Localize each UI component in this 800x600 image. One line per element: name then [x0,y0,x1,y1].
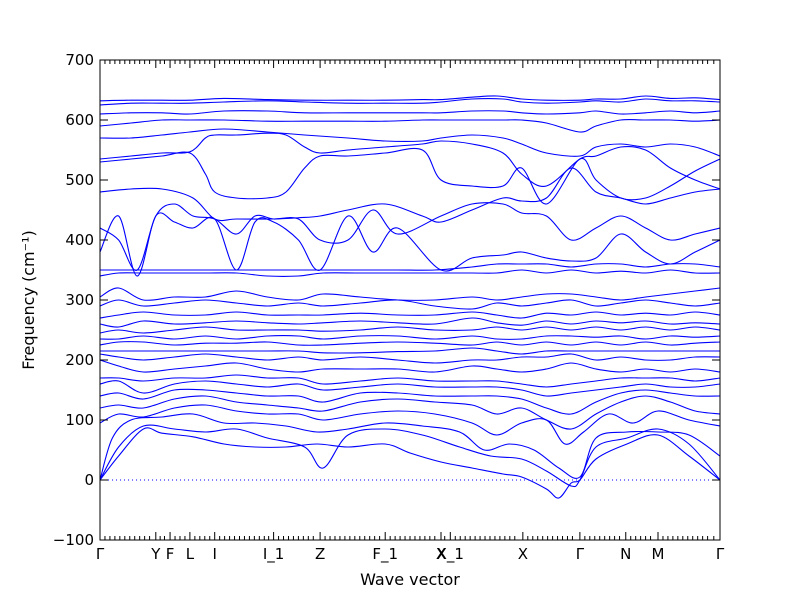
band-line-5 [100,395,720,430]
x-tick-label-12: Γ [576,545,585,563]
band-line-27 [100,119,720,133]
y-tick-label-3: 100 [65,411,94,429]
band-line-19 [100,269,720,277]
x-tick-label-3: F [166,545,175,563]
y-axis-ticks: −100 0 100 200 300 400 500 600 700 [53,51,720,549]
y-tick-label-7: 500 [65,171,94,189]
band-line-25 [100,132,720,190]
x-tick-label-15: Γ [716,545,725,563]
y-tick-label-9: 700 [65,51,94,69]
band-line-17 [100,299,720,310]
x-tick-label-1: Γ [96,545,105,563]
x-tick-label-8: F_1 [372,545,398,564]
x-tick-label-14: M [652,545,665,563]
y-tick-label-4: 200 [65,351,94,369]
band-line-30 [100,95,720,102]
band-line-15 [100,317,720,328]
band-line-2 [100,424,720,488]
x-tick-label-11: X [518,545,528,563]
x-tick-label-2: Y [150,545,161,563]
y-tick-label-8: 600 [65,111,94,129]
x-tick-label-13: N [620,545,631,563]
x-tick-label-5: I [212,545,216,563]
band-line-8 [100,374,720,388]
y-tick-label-6: 400 [65,231,94,249]
x-axis-label: Wave vector [360,570,460,589]
y-axis-label: Frequency (cm⁻¹) [19,230,38,369]
x-tick-label-4: L [186,545,195,563]
band-line-11 [100,347,720,355]
band-line-20 [100,263,720,271]
band-series-group [100,95,720,499]
band-line-13 [100,335,720,340]
y-tick-label-2: 0 [84,471,94,489]
band-line-16 [100,311,720,319]
band-line-10 [100,353,720,364]
band-line-3 [100,413,720,481]
band-line-6 [100,388,720,415]
band-line-9 [100,359,720,373]
band-line-21 [100,212,720,277]
band-line-4 [100,404,720,445]
x-axis-ticks: Γ Y F L I I_1 Z F_1 XX_1 X Γ N M Γ [96,60,725,564]
band-line-1 [100,427,720,499]
y-tick-label-1: −100 [53,531,94,549]
band-line-7 [100,380,720,397]
band-line-14 [100,326,720,334]
band-line-26 [100,128,720,157]
band-line-12 [100,341,720,346]
band-line-29 [100,98,720,106]
x-tick-label-10: X_1 [437,545,464,564]
band-line-24 [100,147,720,205]
x-tick-label-9: X [436,545,446,563]
x-tick-label-6: I_1 [263,545,284,564]
plot-frame [99,59,721,541]
band-line-22 [100,202,720,271]
x-tick-label-7: Z [315,545,325,563]
band-line-18 [100,287,720,301]
y-tick-label-5: 300 [65,291,94,309]
x-minor-ticks [104,60,715,540]
band-line-28 [100,110,720,115]
